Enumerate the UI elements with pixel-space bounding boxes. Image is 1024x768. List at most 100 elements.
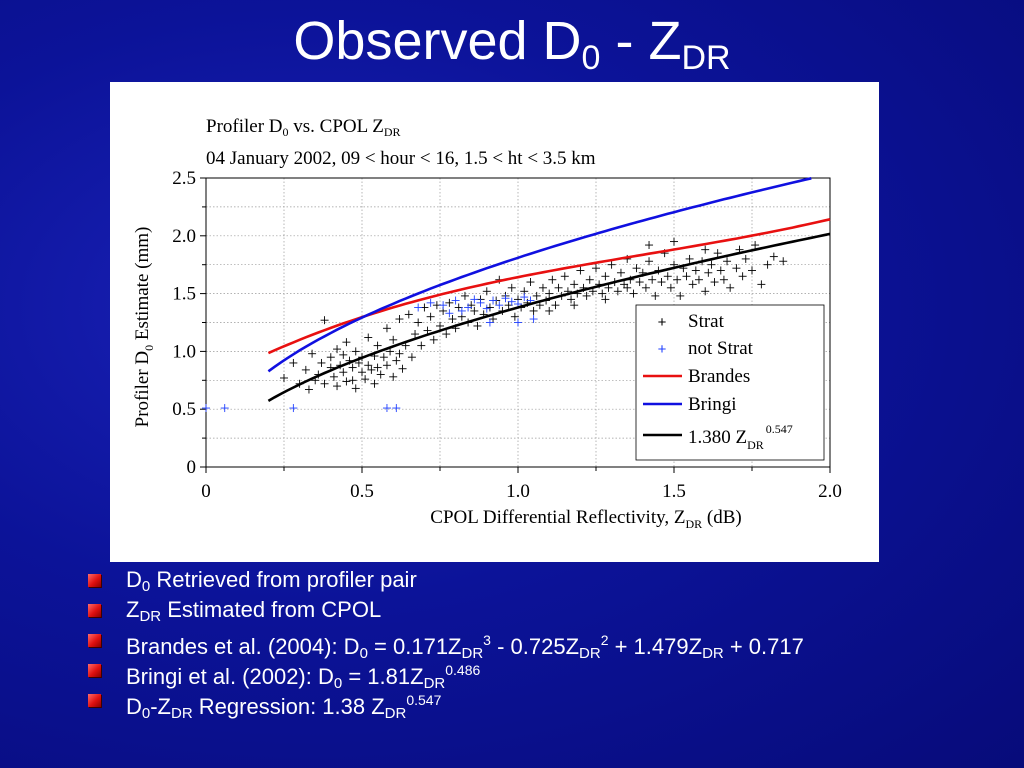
legend-regression-a: 1.380 Z (688, 427, 747, 448)
not-strat-point (445, 309, 454, 318)
bullet-marker-icon (88, 664, 101, 677)
strat-point (645, 241, 654, 250)
x-axis-label-a: CPOL Differential Reflectivity, Z (430, 507, 685, 528)
strat-point (620, 280, 629, 289)
strat-point (751, 241, 760, 250)
strat-point (613, 287, 622, 296)
strat-point (382, 361, 391, 370)
legend-brandes-label: Brandes (688, 366, 750, 387)
not-strat-point (529, 315, 538, 324)
bullet-text: = 1.81Z (342, 664, 424, 689)
not-strat-point (439, 301, 448, 310)
strat-point (529, 306, 538, 315)
strat-point (373, 363, 382, 372)
bullet-marker-icon (88, 604, 101, 617)
y-axis-label: Profiler D0 Estimate (mm) (132, 227, 156, 428)
bullet-subscript: DR (423, 675, 446, 692)
strat-point (560, 272, 569, 281)
bullet-text: + 1.479Z (608, 634, 703, 659)
slide-title-sub-dr: DR (681, 39, 731, 77)
strat-point (694, 275, 703, 284)
strat-point (417, 341, 426, 350)
strat-point (651, 291, 660, 300)
strat-point (601, 295, 610, 304)
strat-point (601, 272, 610, 281)
y-tick-label: 0 (187, 457, 197, 478)
legend-strat-label: Strat (688, 311, 725, 332)
strat-point (358, 368, 366, 377)
strat-point (769, 252, 778, 261)
strat-point (548, 275, 557, 284)
slide-title-mid: - Z (600, 11, 682, 71)
strat-point (373, 341, 382, 350)
strat-point (361, 375, 370, 384)
strat-point (333, 382, 342, 391)
bullet-subscript: DR (702, 645, 724, 662)
chart-title-line1-d: DR (384, 125, 401, 139)
fit-curves (267, 177, 831, 403)
not-strat-point (476, 298, 485, 307)
bullet-text: + 0.717 (723, 634, 804, 659)
bullet-marker-icon (88, 634, 101, 647)
strat-point (301, 365, 310, 374)
strat-point (676, 291, 685, 300)
strat-point (592, 264, 600, 273)
strat-point (641, 283, 650, 292)
chart-title-line1: Profiler D0 vs. CPOL ZDR (206, 116, 401, 139)
strat-point (289, 358, 298, 367)
legend-regression-c: 0.547 (766, 422, 793, 436)
strat-point (551, 301, 560, 310)
y-tick-label: 2.0 (172, 226, 196, 247)
strat-point (442, 330, 451, 339)
slide-title-sub-0: 0 (581, 39, 601, 77)
strat-point (342, 338, 351, 347)
strat-point (645, 257, 654, 266)
bullet-text: Z (126, 597, 140, 622)
strat-point (585, 275, 594, 284)
bullet-marker-icon (88, 574, 101, 587)
bullet-subscript: DR (384, 705, 407, 722)
strat-point (732, 264, 741, 273)
strat-point (448, 315, 457, 324)
bullet-superscript: 0.486 (445, 662, 481, 678)
not-strat-point (202, 404, 210, 413)
strat-point (748, 266, 756, 275)
bringi-curve (267, 177, 812, 373)
not-strat-point (520, 293, 529, 302)
strat-point (320, 316, 329, 325)
strat-point (707, 260, 716, 269)
legend-bringi-label: Bringi (688, 394, 737, 415)
bullet-subscript: 0 (141, 705, 151, 722)
legend-regression-label: 1.380 ZDR0.547 (688, 422, 793, 452)
strat-point (682, 272, 691, 281)
legend-regression-b: DR (747, 438, 764, 452)
x-axis-label-c: (dB) (702, 507, 742, 528)
strat-point (364, 361, 373, 370)
strat-point (701, 245, 710, 254)
bullet-superscript: 0.547 (406, 692, 442, 708)
strat-point (673, 275, 682, 284)
bullet-item: ZDR Estimated from CPOL (88, 595, 988, 625)
strat-point (317, 358, 326, 367)
strat-point (629, 289, 638, 298)
bullet-text: Brandes et al. (2004): D (126, 634, 360, 659)
strat-point (670, 237, 678, 246)
strat-point (364, 333, 373, 342)
not-strat-point (382, 404, 391, 413)
not-strat-point (514, 318, 522, 327)
not-strat-point (414, 303, 423, 312)
strat-point (604, 283, 613, 292)
strat-point (411, 330, 420, 339)
not-strat-point (485, 318, 494, 327)
strat-point (473, 321, 482, 330)
strat-point (723, 257, 732, 266)
legend: + Strat + not Strat Brandes Bringi 1.380… (635, 304, 825, 461)
not-strat-point (507, 297, 516, 306)
strat-point (576, 266, 585, 275)
legend-not-strat-label: not Strat (688, 338, 754, 359)
bullet-item: Brandes et al. (2004): D0 = 0.171ZDR3 - … (88, 625, 988, 662)
x-tick-label: 1.0 (506, 481, 530, 502)
strat-point (351, 384, 360, 393)
strat-point (691, 266, 700, 275)
not-strat-point (489, 296, 498, 305)
